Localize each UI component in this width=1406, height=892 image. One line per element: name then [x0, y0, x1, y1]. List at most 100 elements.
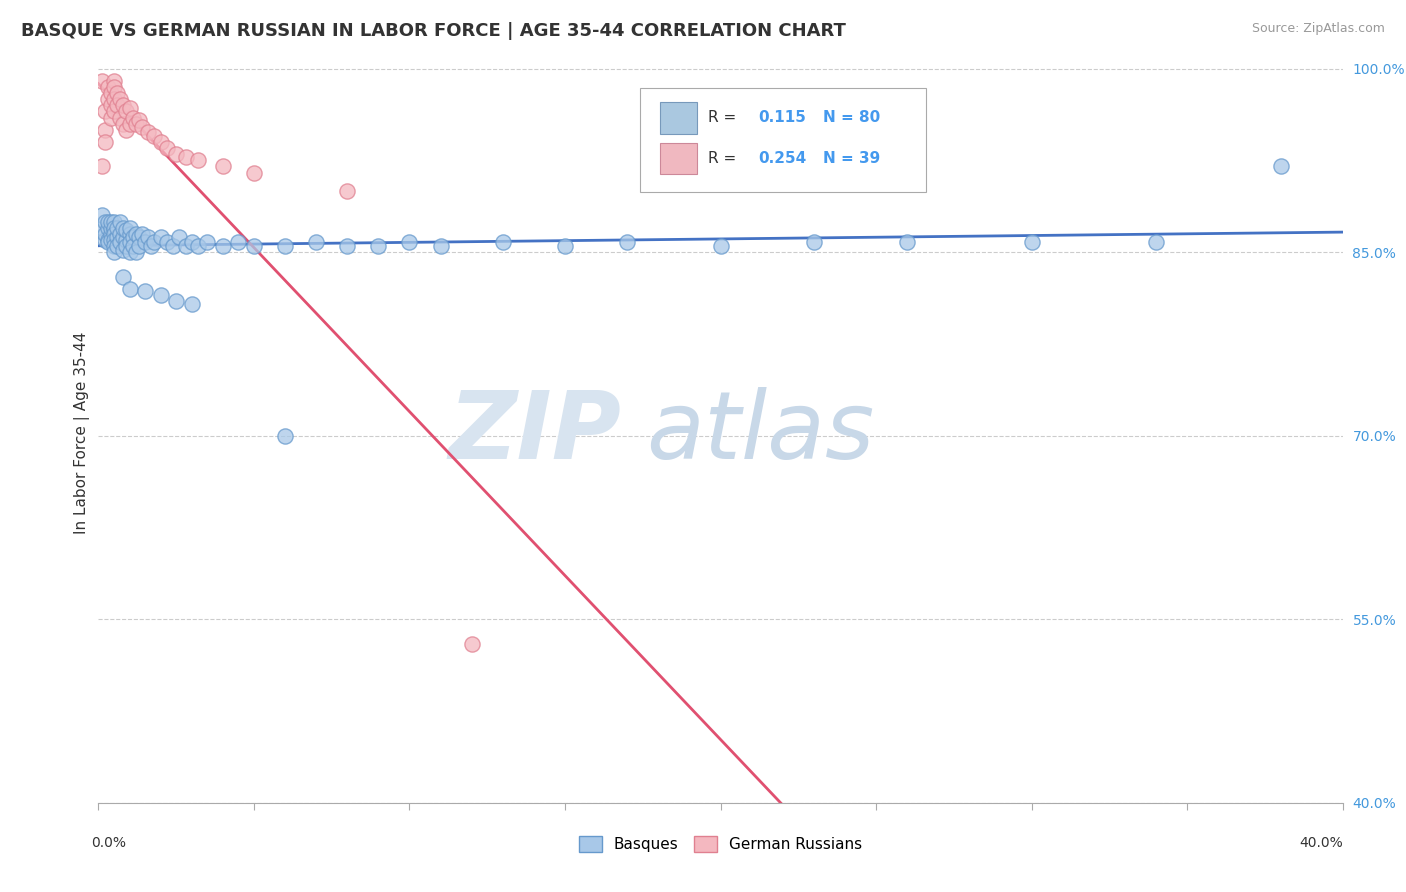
- Point: [93, 214, 115, 228]
- Point: [195, 235, 218, 250]
- Point: [97, 79, 120, 94]
- Point: [112, 243, 135, 257]
- Text: R =: R =: [709, 111, 741, 126]
- Point: [121, 230, 143, 244]
- Point: [134, 235, 156, 250]
- Point: [243, 239, 266, 253]
- Point: [143, 128, 166, 143]
- Text: BASQUE VS GERMAN RUSSIAN IN LABOR FORCE | AGE 35-44 CORRELATION CHART: BASQUE VS GERMAN RUSSIAN IN LABOR FORCE …: [21, 22, 846, 40]
- Point: [492, 235, 515, 250]
- Point: [100, 111, 122, 125]
- Text: 40.0%: 40.0%: [1299, 836, 1343, 850]
- Point: [336, 239, 359, 253]
- Point: [180, 235, 202, 250]
- Point: [103, 245, 125, 260]
- Point: [305, 235, 328, 250]
- Text: 0.115: 0.115: [758, 111, 806, 126]
- Point: [90, 220, 112, 235]
- Point: [180, 296, 202, 310]
- Point: [125, 117, 148, 131]
- Point: [108, 235, 131, 250]
- Point: [115, 122, 138, 136]
- Point: [112, 269, 135, 284]
- Point: [136, 125, 159, 139]
- Point: [103, 104, 125, 119]
- Text: atlas: atlas: [645, 387, 875, 478]
- Point: [93, 233, 115, 247]
- Text: N = 39: N = 39: [823, 151, 880, 166]
- Point: [108, 227, 131, 241]
- Point: [162, 239, 184, 253]
- Point: [896, 235, 918, 250]
- Text: 0.254: 0.254: [758, 151, 806, 166]
- Point: [143, 235, 166, 250]
- Point: [103, 79, 125, 94]
- Point: [103, 239, 125, 253]
- Point: [274, 239, 297, 253]
- Point: [710, 239, 733, 253]
- Legend: Basques, German Russians: Basques, German Russians: [572, 830, 869, 858]
- Text: 0.0%: 0.0%: [91, 836, 127, 850]
- Point: [121, 239, 143, 253]
- Point: [115, 223, 138, 237]
- Point: [103, 227, 125, 241]
- Point: [174, 150, 197, 164]
- Point: [131, 227, 153, 241]
- FancyBboxPatch shape: [659, 103, 697, 134]
- Point: [398, 235, 420, 250]
- Point: [112, 230, 135, 244]
- Text: R =: R =: [709, 151, 741, 166]
- Point: [100, 86, 122, 100]
- Point: [128, 239, 150, 253]
- Point: [1021, 235, 1043, 250]
- Point: [115, 239, 138, 253]
- Point: [103, 223, 125, 237]
- Point: [105, 239, 128, 253]
- Point: [100, 220, 122, 235]
- Point: [165, 147, 187, 161]
- Point: [141, 239, 163, 253]
- Point: [616, 235, 638, 250]
- Point: [274, 428, 297, 442]
- Point: [156, 141, 179, 155]
- Text: N = 80: N = 80: [823, 111, 880, 126]
- Point: [367, 239, 389, 253]
- Point: [112, 220, 135, 235]
- Point: [336, 184, 359, 198]
- Point: [100, 233, 122, 247]
- Point: [149, 288, 172, 302]
- Point: [187, 153, 209, 168]
- Point: [125, 227, 148, 241]
- Point: [187, 239, 209, 253]
- Point: [103, 220, 125, 235]
- Point: [149, 230, 172, 244]
- Point: [97, 235, 120, 250]
- Point: [103, 74, 125, 88]
- Point: [1270, 160, 1292, 174]
- Point: [90, 160, 112, 174]
- Point: [134, 285, 156, 299]
- Point: [165, 294, 187, 309]
- Point: [128, 230, 150, 244]
- Point: [100, 214, 122, 228]
- Point: [128, 112, 150, 127]
- FancyBboxPatch shape: [659, 143, 697, 174]
- Point: [105, 230, 128, 244]
- Point: [90, 74, 112, 88]
- Point: [105, 86, 128, 100]
- Point: [93, 227, 115, 241]
- Point: [105, 98, 128, 112]
- Point: [103, 92, 125, 106]
- Y-axis label: In Labor Force | Age 35-44: In Labor Force | Age 35-44: [75, 332, 90, 533]
- Point: [211, 239, 233, 253]
- Point: [100, 98, 122, 112]
- Point: [243, 165, 266, 179]
- Point: [228, 235, 250, 250]
- Point: [97, 220, 120, 235]
- Point: [112, 117, 135, 131]
- Point: [103, 214, 125, 228]
- Point: [97, 92, 120, 106]
- Point: [169, 230, 191, 244]
- Point: [460, 637, 484, 651]
- Point: [149, 135, 172, 149]
